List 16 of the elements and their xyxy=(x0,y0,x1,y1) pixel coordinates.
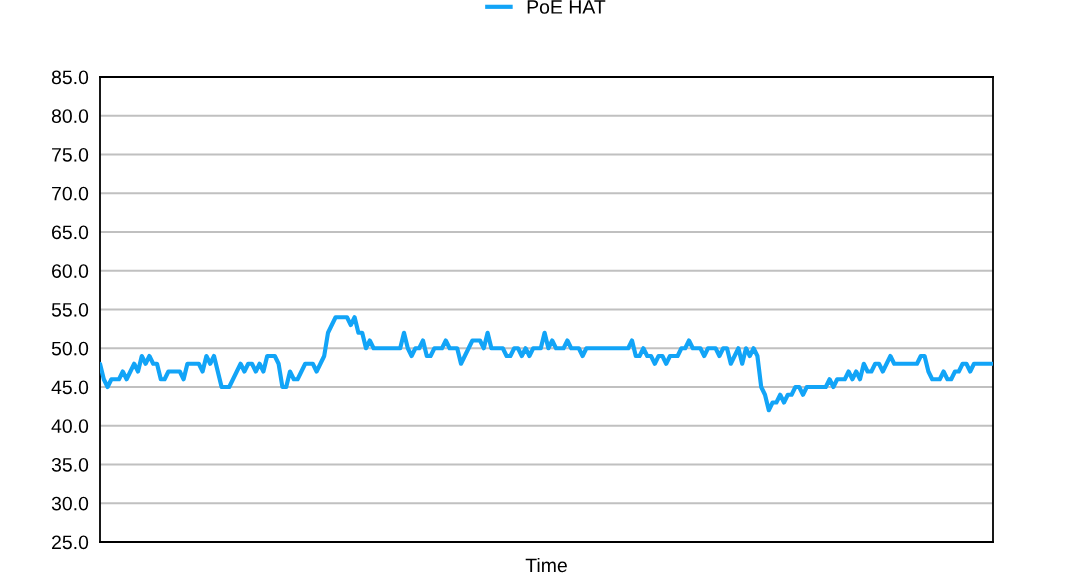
y-tick-label: 55.0 xyxy=(51,302,89,317)
y-tick-label: 60.0 xyxy=(52,264,89,278)
y-tick-label: 85.0 xyxy=(51,70,89,85)
y-tick-label: 50.0 xyxy=(51,341,89,356)
y-tick-label: 45.0 xyxy=(51,380,89,395)
legend-label: PoE HAT xyxy=(527,0,606,14)
y-tick-label: 35.0 xyxy=(51,457,89,472)
y-tick-label: 65.0 xyxy=(52,225,89,240)
line-series xyxy=(100,315,993,413)
y-tick-label: 80.0 xyxy=(51,109,89,123)
y-tick-label: 75.0 xyxy=(52,147,89,162)
y-tick-label: 70.0 xyxy=(52,186,89,201)
y-tick-label: 25.0 xyxy=(52,535,89,550)
y-tick-label: 30.0 xyxy=(51,496,89,511)
y-tick-label: 40.0 xyxy=(51,419,89,433)
x-axis-title: Time xyxy=(525,557,567,573)
